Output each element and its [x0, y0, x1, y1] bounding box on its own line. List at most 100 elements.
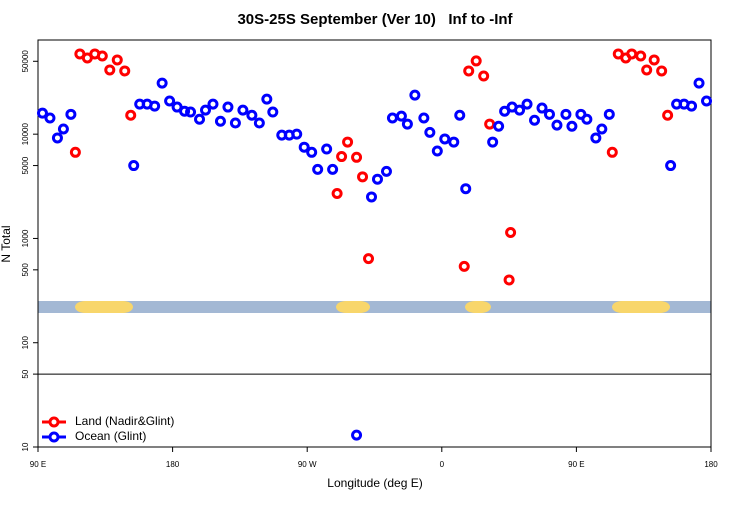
- data-point: [590, 132, 602, 144]
- data-point: [686, 100, 698, 112]
- data-point: [656, 65, 668, 77]
- y-tick-label: 50: [21, 369, 30, 378]
- plot-frame: [37, 39, 712, 448]
- data-point: [149, 100, 161, 112]
- data-point: [267, 106, 279, 118]
- data-point: [261, 93, 273, 105]
- data-point: [336, 151, 348, 163]
- data-point: [401, 118, 413, 130]
- y-tick-label: 5000: [21, 156, 30, 174]
- y-tick-label: 500: [21, 263, 30, 277]
- data-point: [363, 253, 375, 265]
- data-point: [36, 107, 48, 119]
- data-point: [164, 95, 176, 107]
- data-point: [351, 151, 363, 163]
- data-point: [214, 115, 226, 127]
- data-point: [357, 171, 369, 183]
- data-point: [342, 136, 354, 148]
- data-point: [521, 98, 533, 110]
- legend-marker: [48, 416, 60, 428]
- data-point: [635, 50, 647, 62]
- data-point: [119, 65, 131, 77]
- data-point: [371, 173, 383, 185]
- data-point: [701, 95, 713, 107]
- data-point: [454, 109, 466, 121]
- data-point: [207, 98, 219, 110]
- data-point: [424, 126, 436, 138]
- legend-label: Ocean (Glint): [75, 429, 146, 443]
- data-point: [487, 136, 499, 148]
- data-point: [478, 70, 490, 82]
- data-point: [44, 112, 56, 124]
- data-point: [185, 106, 197, 118]
- x-tick-label: 180: [704, 460, 718, 469]
- land-strip: [465, 301, 491, 313]
- data-point: [291, 128, 303, 140]
- data-point: [222, 101, 234, 113]
- data-point: [418, 112, 430, 124]
- x-tick-label: 180: [166, 460, 180, 469]
- data-point: [351, 429, 363, 441]
- data-point: [693, 77, 705, 89]
- data-point: [237, 104, 249, 116]
- data-point: [551, 119, 563, 131]
- data-point: [665, 160, 677, 172]
- data-point: [57, 123, 69, 135]
- data-point: [331, 187, 343, 199]
- data-point: [581, 113, 593, 125]
- x-tick-label: 90 W: [298, 460, 317, 469]
- data-point: [366, 191, 378, 203]
- data-point: [648, 54, 660, 66]
- data-point: [493, 120, 505, 132]
- data-point: [536, 102, 548, 114]
- data-point: [194, 113, 206, 125]
- data-point: [321, 143, 333, 155]
- legend-marker: [48, 431, 60, 443]
- data-point: [65, 108, 77, 120]
- data-point: [156, 77, 168, 89]
- data-point: [69, 146, 81, 158]
- data-point: [380, 165, 392, 177]
- data-point: [312, 163, 324, 175]
- x-tick-label: 90 E: [30, 460, 46, 469]
- data-point: [543, 108, 555, 120]
- land-strip: [612, 301, 670, 313]
- ocean-strip: [38, 301, 711, 313]
- data-point: [458, 260, 470, 272]
- data-point: [566, 120, 578, 132]
- x-axis-label: Longitude (deg E): [327, 476, 422, 490]
- data-point: [503, 274, 515, 286]
- data-point: [128, 160, 140, 172]
- y-tick-label: 50000: [21, 50, 30, 73]
- data-point: [111, 54, 123, 66]
- data-point: [246, 109, 258, 121]
- data-point: [327, 163, 339, 175]
- y-tick-label: 1000: [21, 229, 30, 247]
- y-axis-label: N Total: [0, 225, 13, 262]
- data-point: [460, 183, 472, 195]
- data-point: [662, 109, 674, 121]
- y-tick-label: 10000: [21, 122, 30, 145]
- data-point: [439, 133, 451, 145]
- x-tick-label: 0: [440, 460, 445, 469]
- y-tick-label: 10: [21, 442, 30, 451]
- data-point: [306, 146, 318, 158]
- data-point: [603, 108, 615, 120]
- data-point: [431, 145, 443, 157]
- data-point: [125, 109, 137, 121]
- data-point: [409, 89, 421, 101]
- data-point: [529, 114, 541, 126]
- data-point: [179, 105, 191, 117]
- y-tick-label: 100: [21, 336, 30, 350]
- data-point: [298, 141, 310, 153]
- land-strip: [336, 301, 370, 313]
- data-point: [104, 64, 116, 76]
- data-point: [96, 50, 108, 62]
- data-point: [395, 110, 407, 122]
- data-point: [514, 104, 526, 116]
- data-point: [606, 146, 618, 158]
- data-point: [641, 64, 653, 76]
- legend-label: Land (Nadir&Glint): [75, 414, 174, 428]
